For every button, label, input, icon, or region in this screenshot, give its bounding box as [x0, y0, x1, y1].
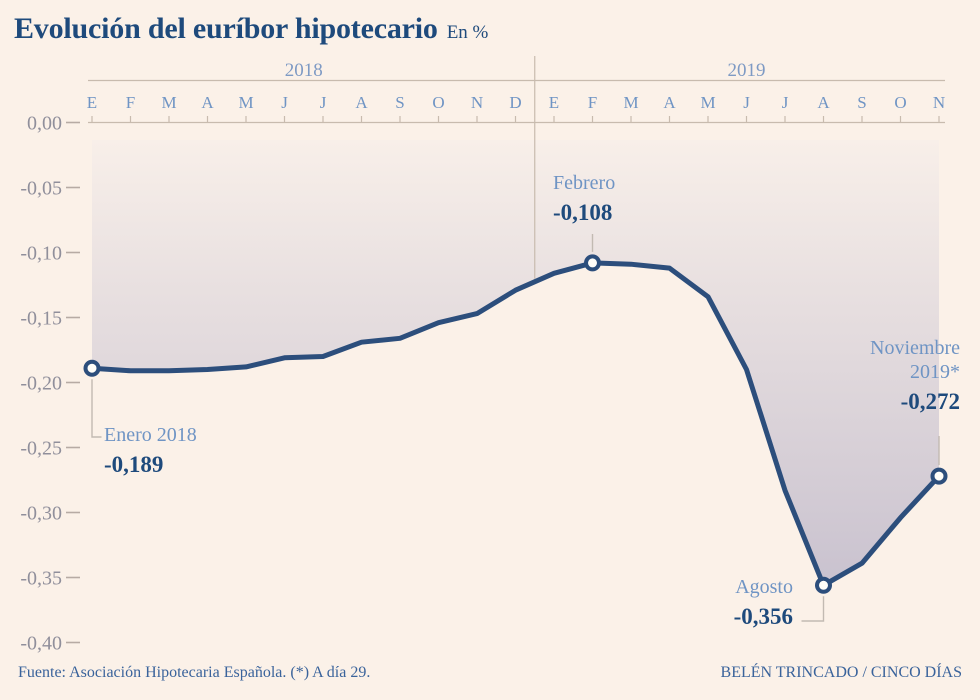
y-axis-label: -0,20 — [20, 373, 62, 395]
data-point-marker-agosto — [815, 576, 832, 594]
page-title: Evolución del euríbor hipotecario — [14, 12, 438, 45]
leader-line-agosto — [801, 596, 825, 622]
annotation-enero-2018: Enero 2018 -0,189 — [104, 423, 197, 477]
year-label: 2019 — [728, 60, 766, 81]
annotation-label: Febrero — [553, 172, 616, 194]
month-label: M — [623, 93, 638, 112]
month-label: J — [782, 93, 789, 112]
y-axis-label: -0,15 — [20, 308, 62, 330]
month-label: J — [743, 93, 750, 112]
unit-label: En % — [446, 22, 489, 43]
month-label: D — [509, 93, 521, 112]
y-axis-label: -0,25 — [20, 438, 62, 460]
month-label: F — [126, 93, 135, 112]
annotation-label: Noviembre — [870, 337, 960, 359]
annotation-noviembre-2019: Noviembre 2019* -0,272 — [870, 336, 960, 414]
y-axis-label: -0,30 — [20, 503, 62, 525]
month-label: A — [817, 93, 830, 112]
y-axis-label: -0,40 — [20, 633, 62, 655]
annotation-value: -0,356 — [733, 604, 793, 629]
month-label: S — [395, 93, 404, 112]
month-label: J — [281, 93, 288, 112]
month-label: A — [201, 93, 214, 112]
leader-line-enero — [91, 379, 102, 438]
month-label: O — [432, 93, 444, 112]
month-label: A — [355, 93, 368, 112]
source-note: Fuente: Asociación Hipotecaria Española.… — [18, 664, 371, 681]
annotation-value: -0,108 — [553, 200, 613, 225]
annotation-febrero: Febrero -0,108 — [553, 171, 615, 225]
month-label: M — [161, 93, 176, 112]
data-point-marker-enero — [83, 359, 101, 377]
month-label: M — [238, 93, 253, 112]
month-label: A — [663, 93, 676, 112]
annotation-label: Agosto — [735, 576, 793, 598]
data-point-marker-noviembre — [930, 467, 948, 485]
euribor-line — [89, 260, 942, 588]
month-label: S — [857, 93, 866, 112]
y-axis-label: -0,10 — [20, 243, 62, 265]
month-label: J — [320, 93, 327, 112]
y-axis-label: 0,00 — [27, 113, 62, 135]
chart-header: Evolución del euríbor hipotecario En % — [14, 12, 488, 46]
annotation-value: -0,272 — [900, 389, 960, 414]
area-fill — [92, 140, 939, 586]
annotation-agosto: Agosto -0,356 — [734, 575, 793, 629]
month-label: F — [588, 93, 597, 112]
annotation-label: Enero 2018 — [104, 424, 197, 446]
month-label: N — [471, 93, 483, 112]
month-label: E — [549, 93, 559, 112]
annotation-label-line2: 2019* — [910, 361, 960, 383]
credit-line: BELÉN TRINCADO / CINCO DÍAS — [720, 664, 962, 681]
month-label: M — [700, 93, 715, 112]
annotation-value: -0,189 — [104, 452, 164, 477]
data-point-marker-febrero — [584, 254, 601, 272]
y-axis-label: -0,05 — [20, 178, 62, 200]
month-label: E — [87, 93, 97, 112]
month-label: N — [933, 93, 945, 112]
month-label: O — [894, 93, 906, 112]
year-label: 2018 — [285, 60, 323, 81]
y-axis-label: -0,35 — [20, 568, 62, 590]
